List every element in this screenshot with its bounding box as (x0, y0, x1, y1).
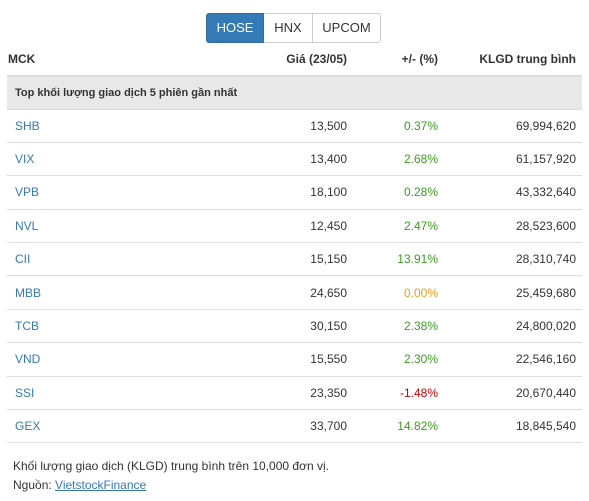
cell-price: 15,150 (192, 242, 355, 276)
cell-change: 2.47% (355, 208, 450, 243)
cell-change: 2.68% (355, 141, 450, 176)
stock-link[interactable]: SSI (15, 385, 35, 400)
cell-mck: CII (7, 242, 192, 276)
header-volume: KLGD trung bình (450, 43, 582, 77)
cell-price: 13,500 (192, 108, 355, 143)
source-label: Nguồn: (13, 478, 56, 492)
table-row: TCB 30,150 2.38% 24,800,020 (7, 308, 582, 343)
table-header-row: MCK Giá (23/05) +/- (%) KLGD trung bình (7, 43, 582, 77)
table-row: VND 15,550 2.30% 22,546,160 (7, 342, 582, 377)
cell-price: 18,100 (192, 175, 355, 210)
cell-price: 23,350 (192, 375, 355, 410)
cell-change: 2.30% (355, 342, 450, 377)
stock-link[interactable]: MBB (15, 285, 42, 300)
volume-table: MCK Giá (23/05) +/- (%) KLGD trung bình … (7, 43, 582, 444)
cell-mck: TCB (7, 308, 192, 343)
table-row: SSI 23,350 -1.48% 20,670,440 (7, 375, 582, 410)
header-price: Giá (23/05) (192, 43, 355, 77)
stock-link[interactable]: SHB (15, 118, 40, 133)
group-label: Top khối lượng giao dịch 5 phiên gần nhấ… (7, 75, 582, 109)
stock-link[interactable]: GEX (15, 419, 41, 434)
cell-volume: 25,459,680 (450, 275, 582, 310)
cell-mck: VND (7, 342, 192, 377)
stock-link[interactable]: VND (15, 352, 41, 367)
cell-change: -1.48% (355, 375, 450, 410)
stock-link[interactable]: TCB (15, 319, 39, 334)
cell-mck: SSI (7, 375, 192, 410)
cell-price: 12,450 (192, 208, 355, 243)
tab-hose[interactable]: HOSE (206, 13, 264, 43)
cell-volume: 24,800,020 (450, 308, 582, 343)
source-link[interactable]: VietstockFinance (55, 478, 147, 492)
table-row: GEX 33,700 14.82% 18,845,540 (7, 409, 582, 444)
cell-price: 24,650 (192, 275, 355, 310)
cell-volume: 22,546,160 (450, 342, 582, 377)
cell-mck: MBB (7, 275, 192, 310)
cell-price: 33,700 (192, 409, 355, 444)
tab-hnx[interactable]: HNX (263, 13, 313, 43)
stock-link[interactable]: CII (15, 252, 31, 267)
cell-volume: 43,332,640 (450, 175, 582, 210)
cell-change: 0.28% (355, 175, 450, 210)
cell-mck: NVL (7, 208, 192, 243)
footnote: Khối lượng giao dịch (KLGD) trung bình t… (13, 459, 329, 473)
cell-change: 0.00% (355, 275, 450, 310)
table-row: VIX 13,400 2.68% 61,157,920 (7, 141, 582, 176)
cell-change: 13.91% (355, 242, 450, 276)
header-mck: MCK (7, 43, 192, 77)
stock-link[interactable]: VPB (15, 185, 40, 200)
cell-price: 15,550 (192, 342, 355, 377)
table-row: CII 15,150 13.91% 28,310,740 (7, 242, 582, 276)
cell-mck: VPB (7, 175, 192, 210)
cell-price: 13,400 (192, 141, 355, 176)
cell-volume: 28,523,600 (450, 208, 582, 243)
cell-volume: 18,845,540 (450, 409, 582, 444)
cell-mck: GEX (7, 409, 192, 444)
header-change: +/- (%) (355, 43, 450, 77)
cell-volume: 61,157,920 (450, 141, 582, 176)
cell-volume: 28,310,740 (450, 242, 582, 276)
table-row: MBB 24,650 0.00% 25,459,680 (7, 275, 582, 310)
source-line: Nguồn: VietstockFinance (13, 478, 146, 492)
cell-volume: 69,994,620 (450, 108, 582, 143)
table-row: SHB 13,500 0.37% 69,994,620 (7, 108, 582, 143)
cell-volume: 20,670,440 (450, 375, 582, 410)
cell-change: 2.38% (355, 308, 450, 343)
cell-mck: SHB (7, 108, 192, 143)
cell-mck: VIX (7, 141, 192, 176)
cell-change: 14.82% (355, 409, 450, 444)
cell-change: 0.37% (355, 108, 450, 143)
table-row: VPB 18,100 0.28% 43,332,640 (7, 175, 582, 210)
table-row: NVL 12,450 2.47% 28,523,600 (7, 208, 582, 243)
stock-link[interactable]: VIX (15, 152, 35, 167)
cell-price: 30,150 (192, 308, 355, 343)
exchange-tabs: HOSE HNX UPCOM (206, 13, 381, 43)
group-row: Top khối lượng giao dịch 5 phiên gần nhấ… (7, 75, 582, 109)
stock-link[interactable]: NVL (15, 218, 39, 233)
tab-upcom[interactable]: UPCOM (312, 13, 381, 43)
